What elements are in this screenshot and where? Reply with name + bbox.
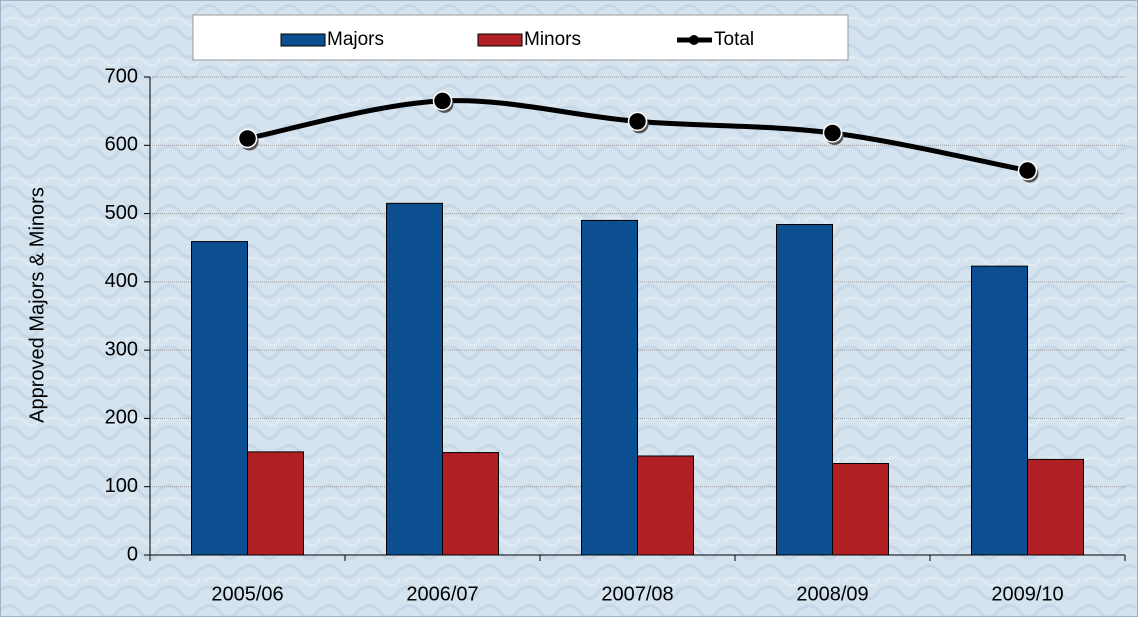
marker	[627, 111, 648, 132]
y-axis-label: Approved Majors & Minors	[26, 187, 48, 423]
y-tick-label: 300	[105, 338, 138, 360]
legend-swatch	[689, 35, 699, 45]
legend-swatch	[477, 33, 523, 47]
bar	[442, 452, 499, 556]
y-tick-label: 0	[127, 543, 138, 565]
legend-label: Minors	[524, 29, 581, 50]
marker	[822, 123, 843, 143]
x-tick-label: 2007/08	[601, 583, 673, 605]
marker	[237, 128, 258, 149]
marker	[432, 91, 453, 111]
x-tick-label: 2009/10	[991, 583, 1063, 605]
legend-swatch	[280, 33, 326, 47]
marker	[1017, 160, 1038, 181]
y-tick-label: 100	[105, 475, 138, 497]
y-tick-label: 500	[105, 202, 138, 224]
x-tick-label: 2005/06	[211, 583, 283, 605]
bar	[776, 223, 833, 556]
legend-label: Total	[714, 29, 754, 50]
y-tick-label: 200	[105, 407, 138, 429]
y-tick-label: 400	[105, 270, 138, 292]
y-tick-label: 700	[105, 65, 138, 87]
y-tick-label: 600	[105, 134, 138, 156]
x-tick-label: 2008/09	[796, 583, 868, 605]
bar	[832, 462, 889, 556]
bar	[971, 265, 1028, 556]
bar	[247, 451, 304, 556]
bar	[191, 241, 248, 556]
legend-label: Majors	[327, 29, 384, 50]
bar	[386, 202, 443, 556]
x-tick-label: 2006/07	[406, 583, 478, 605]
bar	[1027, 458, 1084, 556]
bar	[581, 219, 638, 556]
bar	[637, 455, 694, 556]
